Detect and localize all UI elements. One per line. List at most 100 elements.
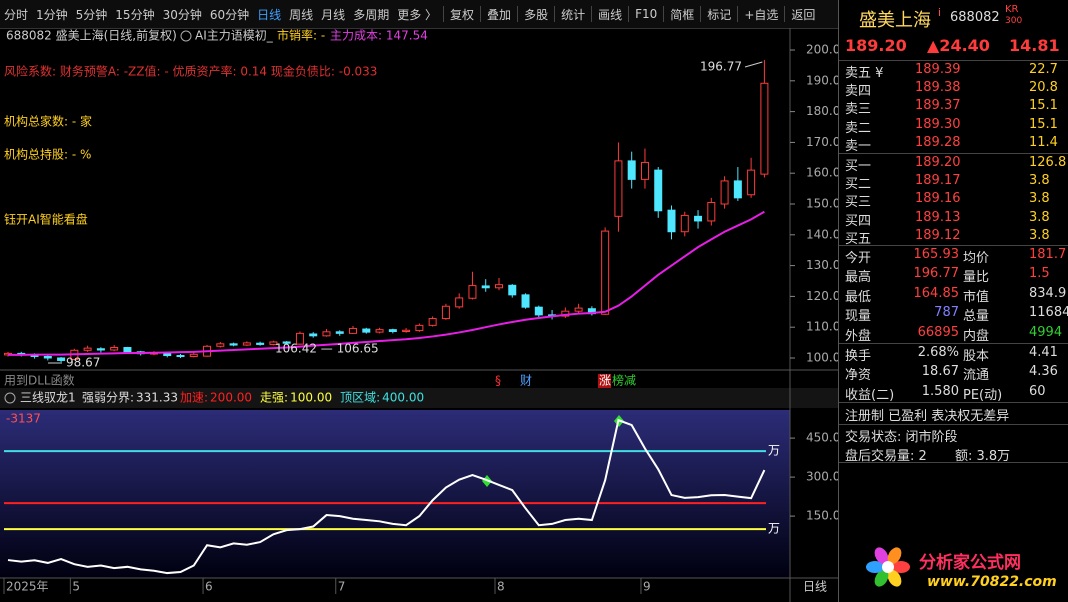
candle-body — [189, 353, 198, 357]
stat-value: 1.5 — [1029, 266, 1050, 282]
rank-box — [598, 374, 611, 388]
book-label: 卖三 — [845, 102, 872, 118]
book-volume: 15.1 — [1029, 116, 1058, 132]
candle-body — [601, 230, 610, 315]
candle-body — [216, 343, 225, 347]
dll-label: 用到DLL函数 — [4, 373, 75, 388]
toolbar-button[interactable]: +自选 — [744, 7, 779, 22]
stat-label: 最高 — [845, 270, 872, 286]
y-tick-label: 190.0 — [806, 73, 838, 87]
book-label: 买五 — [845, 231, 872, 247]
book-price: 189.17 — [915, 173, 961, 189]
toolbar-button[interactable]: 画线 — [598, 7, 623, 22]
separator — [663, 6, 665, 22]
stat-value: 181.7 — [1029, 247, 1067, 262]
chart-area: 200.0 190.0 180.0 170.0 160.0 150.0 140.0 130.0… — [0, 28, 838, 602]
logo — [866, 547, 910, 587]
toolbar-button[interactable]: 更多 〉 — [397, 7, 438, 22]
toolbar-button[interactable]: 多股 — [524, 7, 549, 22]
book-volume: 15.1 — [1029, 98, 1058, 114]
indicator-title: 三线驭龙1 — [20, 391, 76, 405]
book-price: 189.38 — [915, 80, 961, 96]
change-pct: 14.81 — [1009, 36, 1060, 55]
toolbar-button[interactable]: 复权 — [450, 7, 475, 22]
candle-body — [43, 355, 52, 359]
badge: KR — [1005, 4, 1019, 15]
book-volume: 3.8 — [1029, 227, 1050, 243]
candle-body — [508, 284, 517, 296]
toolbar-button[interactable]: 1分钟 — [36, 7, 68, 22]
candle-body — [680, 214, 689, 233]
toolbar-button[interactable]: 5分钟 — [75, 7, 108, 22]
stat-value: 787 — [934, 305, 959, 321]
candle-body — [295, 332, 304, 345]
y-tick-label: 200.0 — [806, 43, 838, 57]
book-label: 卖四 — [845, 84, 872, 100]
stat-value: 165.93 — [913, 247, 960, 262]
toolbar-button[interactable]: 月线 — [321, 7, 346, 22]
stat-value: 66895 — [917, 324, 959, 340]
toolbar-button[interactable]: 多周期 — [353, 7, 390, 22]
y-tick-label: 150.0 — [806, 509, 838, 523]
candle-body — [521, 294, 530, 308]
candle-body — [349, 327, 358, 334]
indicator-line — [7, 418, 766, 575]
candle-body — [707, 201, 716, 222]
y-tick-label: 100.0 — [806, 350, 838, 364]
toolbar-button[interactable]: 周线 — [289, 7, 314, 22]
stock-name: 盛美上海 — [859, 10, 931, 31]
toolbar-button[interactable]: 日线 — [257, 7, 282, 22]
ma-line — [8, 210, 765, 356]
stat-value: 164.85 — [913, 285, 960, 301]
toolbar: 分时 1分钟 5分钟 15分钟 30分钟 60分钟 日线 周线 月线 多周期 更多 〉复权 叠加 多股统… — [0, 0, 838, 29]
stat-value: 4.36 — [1029, 364, 1058, 380]
status: 交易状态: 闭市阶段 — [845, 430, 958, 445]
book-label: 买一 — [845, 159, 872, 174]
book-label: 卖一 — [845, 138, 872, 154]
toolbar-button[interactable]: 30分钟 — [162, 7, 202, 22]
book-volume: 3.8 — [1029, 173, 1050, 189]
stat-value: 4994 — [1029, 324, 1063, 340]
book-label: 卖二 — [845, 120, 872, 136]
strength-name: 强弱分界: — [82, 391, 134, 405]
candle-body — [57, 357, 66, 361]
toolbar-button[interactable]: 简框 — [670, 7, 695, 22]
toolbar-button[interactable]: 叠加 — [487, 7, 512, 22]
candle-body — [269, 341, 278, 345]
badge: 300 — [1005, 16, 1023, 26]
logo-petal — [874, 547, 889, 565]
separator — [554, 6, 556, 22]
toolbar-button[interactable]: 60分钟 — [209, 7, 250, 22]
toolbar-button[interactable]: 15分钟 — [115, 7, 155, 22]
toolbar-button[interactable]: 统计 — [561, 7, 586, 22]
book-volume: 3.8 — [1029, 191, 1050, 207]
y-tick-label: 450.0 — [806, 431, 838, 445]
candle-body — [163, 352, 172, 357]
candle-body — [694, 215, 703, 222]
x-tick-label: 7 — [338, 580, 346, 594]
book-label: 买四 — [845, 213, 872, 229]
candle-body — [176, 355, 185, 358]
stat-value: 1.580 — [921, 383, 959, 399]
flag: 财 — [520, 374, 532, 388]
separator — [628, 6, 630, 22]
book-label: 买三 — [845, 195, 872, 211]
level-tag: 万 — [768, 522, 780, 536]
toolbar-button[interactable]: 标记 — [707, 7, 732, 22]
toolbar-button[interactable]: 返回 — [791, 7, 816, 22]
stat-label: 量比 — [963, 270, 990, 286]
high-pointer — [744, 61, 763, 68]
change: ▲24.40 — [927, 36, 990, 55]
x-tick-label: 6 — [205, 580, 213, 594]
toolbar-button[interactable]: F10 — [635, 7, 658, 21]
book-price: 189.39 — [915, 62, 961, 77]
stock-code: 688082 — [950, 10, 1000, 25]
stat-label: 外盘 — [845, 328, 872, 344]
candle-body — [455, 297, 464, 308]
book-volume: 3.8 — [1029, 209, 1050, 225]
divider — [839, 60, 1068, 61]
period-label: 日线 — [803, 580, 827, 594]
level-name: 顶区域: — [340, 391, 380, 405]
candle-body — [123, 347, 132, 353]
toolbar-button[interactable]: 分时 — [4, 7, 29, 22]
